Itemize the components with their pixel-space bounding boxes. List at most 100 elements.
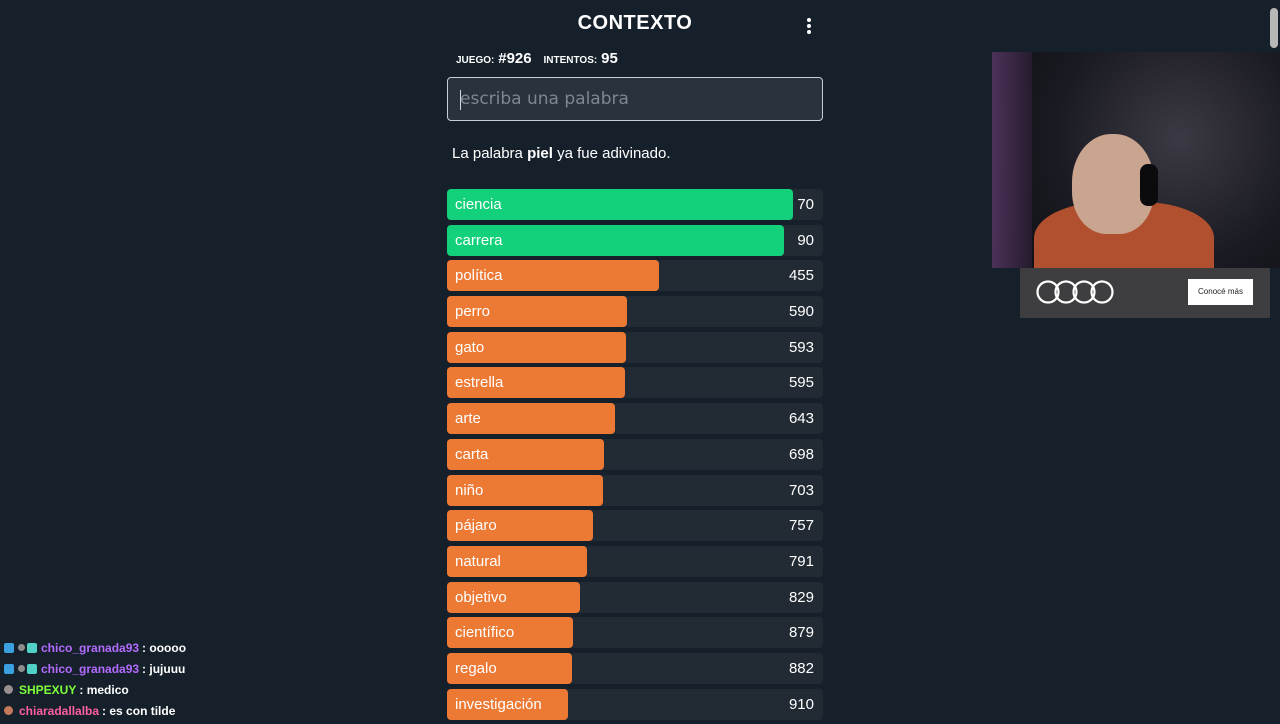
guess-row: política 455	[447, 260, 823, 292]
message-prefix: La palabra	[452, 145, 528, 162]
word-input[interactable]	[448, 78, 822, 120]
guess-bar	[447, 652, 573, 684]
guess-row: niño 703	[447, 474, 823, 506]
guess-bar	[447, 403, 616, 435]
game-label: JUEGO:	[456, 55, 495, 66]
game-number: #926	[498, 50, 532, 67]
guess-bar	[447, 617, 573, 649]
game-stats: JUEGO: #926 INTENTOS: 95	[456, 50, 626, 67]
guess-distance: 791	[788, 552, 814, 570]
guess-bar	[447, 581, 581, 613]
scrollbar[interactable]	[1270, 0, 1278, 720]
guess-word: regalo	[455, 659, 497, 677]
ad-cta-button[interactable]: Conocé más	[1188, 279, 1253, 305]
chat-username[interactable]: chico_granada93	[41, 640, 140, 655]
guess-word: política	[455, 267, 503, 285]
chat-message: chico_granada93: jujuuu	[4, 658, 304, 679]
guess-row: carrera 90	[447, 224, 823, 256]
audi-rings-logo	[1036, 280, 1114, 304]
guess-distance: 595	[788, 374, 814, 392]
chat-text: : medico	[79, 682, 129, 697]
status-message: La palabra piel ya fue adivinado.	[452, 145, 671, 162]
message-word: piel	[527, 145, 553, 162]
sub-badge-icon	[27, 663, 37, 674]
chat-text: : es con tilde	[102, 703, 176, 718]
guess-distance: 829	[788, 588, 814, 606]
guess-word: investigación	[455, 695, 542, 713]
guess-row: investigación 910	[447, 688, 823, 720]
chat-username[interactable]: chiaradallalba	[19, 703, 100, 718]
headset-icon	[1140, 164, 1158, 206]
guess-row: estrella 595	[447, 367, 823, 399]
guess-row: carta 698	[447, 438, 823, 470]
guess-distance: 590	[788, 303, 814, 321]
guess-bar	[447, 474, 604, 506]
more-options-icon[interactable]	[803, 17, 815, 37]
guess-word: arte	[455, 410, 481, 428]
guess-distance: 593	[788, 338, 814, 356]
guess-list: ciencia 70 carrera 90 política 455 perro 590 gat…	[447, 189, 823, 724]
guess-row: perro 590	[447, 296, 823, 328]
webcam-overlay	[992, 52, 1280, 268]
guess-bar	[447, 331, 626, 363]
guess-bar	[447, 224, 784, 256]
guess-word: ciencia	[455, 196, 502, 213]
webcam-light	[992, 52, 1032, 268]
guess-row: regalo 882	[447, 652, 823, 684]
stream-chat: chico_granada93: ooooo chico_granada93: j…	[4, 637, 304, 721]
contexto-game: CONTEXTO JUEGO: #926 INTENTOS: 95 La pal…	[447, 0, 823, 720]
guess-row: pájaro 757	[447, 510, 823, 542]
word-input-box[interactable]	[447, 77, 823, 121]
guess-distance: 910	[788, 695, 814, 713]
guess-bar	[447, 438, 605, 470]
guess-bar	[447, 260, 660, 292]
guess-word: científico	[455, 624, 515, 642]
guess-row: objetivo 829	[447, 581, 823, 613]
guess-word: pájaro	[455, 517, 497, 535]
guess-word: perro	[455, 303, 491, 321]
attempts-count: 95	[601, 50, 618, 67]
sub-badge-icon	[27, 642, 37, 653]
header: CONTEXTO	[447, 12, 823, 42]
chat-text: : jujuuu	[142, 661, 186, 676]
text-caret	[460, 90, 461, 110]
guess-distance: 70	[797, 196, 814, 213]
page-title: CONTEXTO	[577, 12, 693, 34]
mod-badge-icon	[18, 665, 25, 672]
guess-bar	[447, 296, 627, 328]
guess-word: niño	[455, 481, 484, 499]
chat-message: chiaradallalba: es con tilde	[4, 700, 304, 721]
guess-row: natural 791	[447, 545, 823, 577]
guess-distance: 90	[797, 231, 814, 249]
round-badge-icon	[4, 706, 13, 715]
chat-username[interactable]: SHPEXUY	[19, 682, 77, 697]
chat-username[interactable]: chico_granada93	[41, 661, 140, 676]
guess-row: ciencia 70	[447, 189, 823, 220]
guess-word: natural	[455, 552, 501, 570]
guess-distance: 698	[788, 445, 814, 463]
chat-text: : ooooo	[142, 640, 187, 655]
mod-badge-icon	[18, 644, 25, 651]
guess-distance: 879	[788, 624, 814, 642]
guess-word: objetivo	[455, 588, 507, 606]
guess-bar	[447, 510, 593, 542]
guess-bar	[447, 545, 588, 577]
message-suffix: ya fue adivinado.	[552, 145, 671, 162]
scrollbar-thumb[interactable]	[1270, 8, 1278, 48]
guess-bar	[447, 367, 626, 399]
guess-distance: 882	[788, 659, 814, 677]
ad-banner[interactable]: Conocé más	[1020, 268, 1270, 318]
chat-message: chico_granada93: ooooo	[4, 637, 304, 658]
guess-row: científico 879	[447, 617, 823, 649]
guess-row: gato 593	[447, 331, 823, 363]
guess-bar	[447, 189, 793, 220]
prime-badge-icon	[4, 642, 14, 653]
guess-word: gato	[455, 338, 485, 356]
guess-word: carta	[455, 445, 489, 463]
guess-distance: 455	[788, 267, 814, 285]
guess-bar	[447, 688, 569, 720]
guess-word: carrera	[455, 231, 503, 249]
guess-distance: 643	[788, 410, 814, 428]
guess-row: arte 643	[447, 403, 823, 435]
guess-word: estrella	[455, 374, 504, 392]
